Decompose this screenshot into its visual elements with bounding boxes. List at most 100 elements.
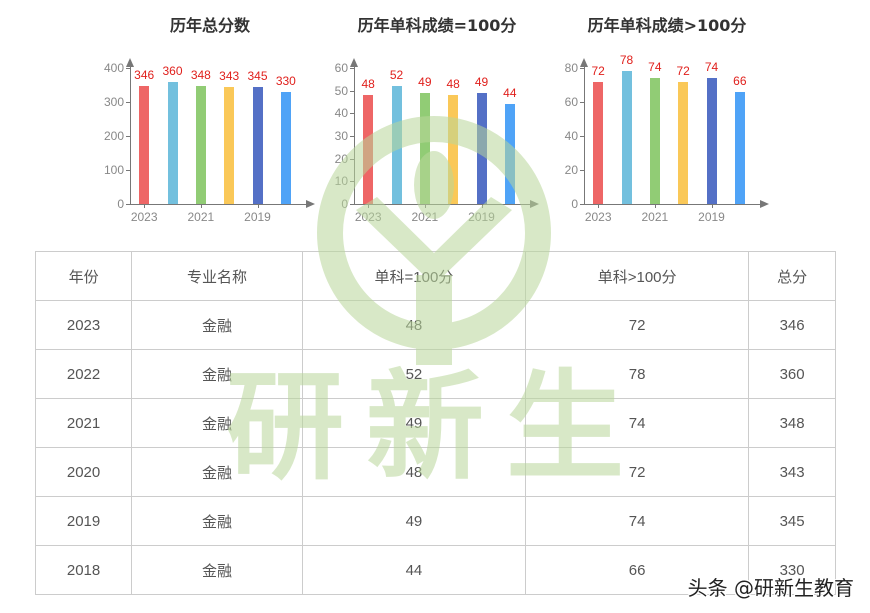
cell-single-gt-100: 78 xyxy=(525,349,750,399)
table-row: 2022 金融 52 78 360 xyxy=(34,349,836,399)
bar-2020 xyxy=(678,81,689,204)
y-axis-arrow-icon xyxy=(126,58,134,67)
bar-2023 xyxy=(363,95,374,204)
value-label: 360 xyxy=(162,63,183,78)
cell-major: 金融 xyxy=(131,398,303,448)
x-axis xyxy=(354,204,532,205)
cell-single-eq-100: 52 xyxy=(301,349,527,399)
cell-total: 330 xyxy=(748,545,836,595)
y-tick-mark xyxy=(350,181,354,183)
y-tick-mark xyxy=(580,68,584,69)
table-header-row: 年份 专业名称 单科=100分 单科>100分 总分 xyxy=(34,251,836,301)
table-row: 2020 金融 48 72 343 xyxy=(34,447,836,497)
bar-2018 xyxy=(734,91,745,204)
y-tick-mark xyxy=(580,170,584,171)
header-single-eq-100: 单科=100分 xyxy=(301,251,527,301)
y-tick-mark xyxy=(126,170,130,171)
y-tick-label: 200 xyxy=(103,129,124,143)
value-label: 74 xyxy=(648,60,662,75)
cell-total: 360 xyxy=(748,349,836,399)
bar-2021 xyxy=(195,85,206,204)
y-axis xyxy=(584,64,585,204)
x-tick-label: 2021 xyxy=(411,210,439,224)
header-year: 年份 xyxy=(34,251,133,301)
header-single-gt-100: 单科>100分 xyxy=(525,251,750,301)
x-tick-label: 2021 xyxy=(187,210,215,224)
x-tick-label: 2019 xyxy=(698,210,725,224)
bar-2018 xyxy=(504,104,515,204)
x-tick-mark xyxy=(424,204,426,208)
value-label: 48 xyxy=(446,77,460,92)
y-tick-label: 20 xyxy=(564,163,578,177)
x-tick-label: 2019 xyxy=(244,210,271,224)
table-row: 2019 金融 49 74 345 xyxy=(34,496,836,546)
chart-title: 历年单科成绩=100分 xyxy=(357,16,517,35)
cell-year: 2022 xyxy=(34,349,133,399)
bar-2018 xyxy=(280,91,291,204)
x-tick-label: 2023 xyxy=(584,210,612,224)
x-tick-label: 2019 xyxy=(468,210,495,224)
header-major: 专业名称 xyxy=(131,251,303,301)
y-tick-label: 60 xyxy=(334,61,348,75)
y-tick-mark xyxy=(350,113,354,115)
cell-single-gt-100: 66 xyxy=(525,545,750,595)
chart-title: 历年总分数 xyxy=(169,16,250,35)
value-label: 66 xyxy=(733,73,747,88)
x-tick-mark xyxy=(481,204,483,208)
cell-total: 345 xyxy=(748,496,836,546)
y-tick-label: 100 xyxy=(103,163,124,177)
cell-major: 金融 xyxy=(131,545,303,595)
cell-single-gt-100: 74 xyxy=(525,496,750,546)
table-row: 2023 金融 48 72 346 xyxy=(34,300,836,350)
cell-single-gt-100: 74 xyxy=(525,398,750,448)
value-label: 44 xyxy=(503,86,517,101)
y-tick-mark xyxy=(126,102,130,103)
y-tick-label: 400 xyxy=(103,61,124,75)
bar-2020 xyxy=(448,95,459,204)
y-tick-label: 300 xyxy=(103,95,124,109)
y-tick-label: 20 xyxy=(334,151,348,166)
y-tick-label: 10 xyxy=(334,174,348,189)
cell-total: 348 xyxy=(748,398,836,448)
y-axis xyxy=(130,64,131,204)
chart-total-score: 历年总分数 0 100 200 300 400 346 360 348 343 345 330 202… xyxy=(95,0,325,235)
y-tick-mark xyxy=(580,204,584,205)
y-tick-mark xyxy=(350,136,354,137)
cell-major: 金融 xyxy=(131,300,303,350)
value-label: 345 xyxy=(247,68,268,83)
y-axis-arrow-icon xyxy=(350,58,358,67)
y-tick-label: 40 xyxy=(564,129,578,143)
y-tick-mark xyxy=(350,204,354,205)
x-tick-mark xyxy=(711,204,713,208)
cell-year: 2021 xyxy=(34,398,133,448)
bar-2019 xyxy=(252,86,263,204)
value-label: 52 xyxy=(389,68,404,83)
x-axis-arrow-icon xyxy=(760,200,769,208)
x-axis xyxy=(584,204,762,205)
table-row: 2021 金融 49 74 348 xyxy=(34,398,836,448)
cell-single-gt-100: 72 xyxy=(525,447,750,497)
value-label: 343 xyxy=(219,69,240,84)
x-tick-label: 2023 xyxy=(130,210,158,224)
value-label: 74 xyxy=(704,60,719,75)
y-tick-mark xyxy=(350,90,354,92)
cell-major: 金融 xyxy=(131,447,303,497)
y-tick-label: 80 xyxy=(564,61,578,75)
value-label: 330 xyxy=(275,73,296,88)
y-tick-label: 50 xyxy=(334,83,348,98)
bar-2020 xyxy=(224,87,235,204)
score-table: 年份 专业名称 单科=100分 单科>100分 总分 2023 金融 48 72 346… xyxy=(34,251,836,595)
x-tick-mark xyxy=(598,204,600,208)
x-tick-mark xyxy=(257,204,259,208)
x-tick-mark xyxy=(144,204,146,208)
cell-major: 金融 xyxy=(131,496,303,546)
bar-2021 xyxy=(649,78,660,204)
x-axis-arrow-icon xyxy=(306,200,315,208)
value-label: 348 xyxy=(190,67,211,82)
cell-year: 2023 xyxy=(34,300,133,350)
value-label: 72 xyxy=(591,63,605,78)
bar-2023 xyxy=(593,81,604,204)
y-tick-mark xyxy=(126,136,130,137)
cell-single-eq-100: 48 xyxy=(301,447,527,497)
bar-2019 xyxy=(706,78,717,204)
